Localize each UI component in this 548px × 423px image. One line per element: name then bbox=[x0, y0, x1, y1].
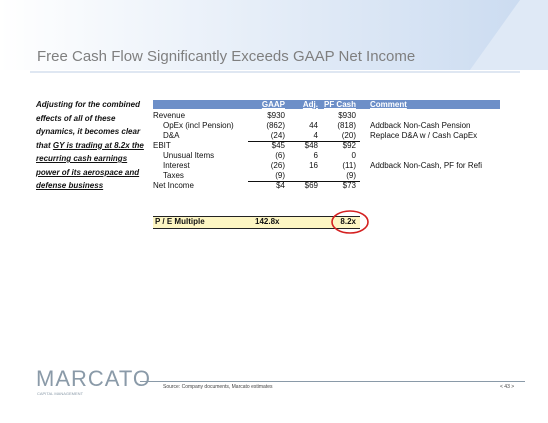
row-label: Taxes bbox=[163, 171, 184, 180]
header-shape bbox=[470, 0, 548, 70]
footer-source: Source: Company documents, Marcato estim… bbox=[163, 384, 273, 390]
value: (20) bbox=[341, 131, 356, 140]
value: 6 bbox=[313, 151, 318, 160]
value: $45 bbox=[271, 141, 285, 150]
value: (11) bbox=[342, 161, 356, 170]
comment: Replace D&A w / Cash CapEx bbox=[370, 131, 478, 140]
row-label: EBIT bbox=[153, 141, 171, 150]
slide-title: Free Cash Flow Significantly Exceeds GAA… bbox=[37, 48, 416, 65]
header-band bbox=[0, 0, 548, 73]
column-header: PF Cash bbox=[323, 100, 356, 109]
footer-rule bbox=[140, 381, 525, 382]
header-fill bbox=[0, 0, 548, 70]
value: $930 bbox=[267, 111, 285, 120]
value: (9) bbox=[275, 171, 285, 180]
row-label: OpEx (incl Pension) bbox=[163, 121, 234, 130]
page-number: < 43 > bbox=[500, 384, 515, 390]
multiple-label: P / E Multiple bbox=[155, 217, 205, 226]
logo: MARCATO bbox=[36, 366, 151, 391]
sidebar-plain: Adjusting for the combined effects of al… bbox=[36, 100, 141, 150]
value: $4 bbox=[276, 181, 285, 190]
value: 16 bbox=[309, 161, 318, 170]
row-label: Net Income bbox=[153, 181, 194, 190]
comment: Addback Non-Cash Pension bbox=[370, 121, 471, 130]
column-header: GAAP bbox=[261, 100, 285, 109]
value: $48 bbox=[304, 141, 318, 150]
multiple-band bbox=[153, 216, 360, 229]
value: (26) bbox=[270, 161, 285, 170]
highlight-ellipse bbox=[331, 210, 369, 234]
sidebar-underlined: GY is trading at 8.2x the recurring cash… bbox=[36, 140, 144, 191]
table-header-band bbox=[153, 100, 500, 109]
value: $69 bbox=[304, 181, 318, 190]
value: $92 bbox=[342, 141, 356, 150]
value: (818) bbox=[337, 121, 356, 130]
value: $930 bbox=[338, 111, 356, 120]
value: 0 bbox=[351, 151, 356, 160]
subtotal-rule bbox=[248, 181, 360, 182]
comment: Addback Non-Cash, PF for Refi bbox=[370, 161, 483, 170]
row-label: Revenue bbox=[153, 111, 186, 120]
value: (24) bbox=[270, 131, 285, 140]
column-header: Comment bbox=[370, 100, 407, 109]
value: (6) bbox=[275, 151, 285, 160]
highlight-circle bbox=[331, 210, 369, 234]
row-label: D&A bbox=[163, 131, 180, 140]
sidebar-text: Adjusting for the combined effects of al… bbox=[36, 98, 144, 193]
multiple-pf: 8.2x bbox=[340, 217, 356, 226]
value: $73 bbox=[342, 181, 356, 190]
row-label: Unusual Items bbox=[163, 151, 215, 160]
column-header: Adj. bbox=[302, 100, 318, 109]
value: (862) bbox=[266, 121, 285, 130]
value: 4 bbox=[313, 131, 318, 140]
logo-sub: CAPITAL MANAGEMENT bbox=[37, 391, 84, 396]
value: (9) bbox=[346, 171, 356, 180]
value: 44 bbox=[309, 121, 318, 130]
row-label: Interest bbox=[163, 161, 190, 170]
multiple-gaap: 142.8x bbox=[255, 217, 280, 226]
subtotal-rule bbox=[248, 141, 360, 142]
